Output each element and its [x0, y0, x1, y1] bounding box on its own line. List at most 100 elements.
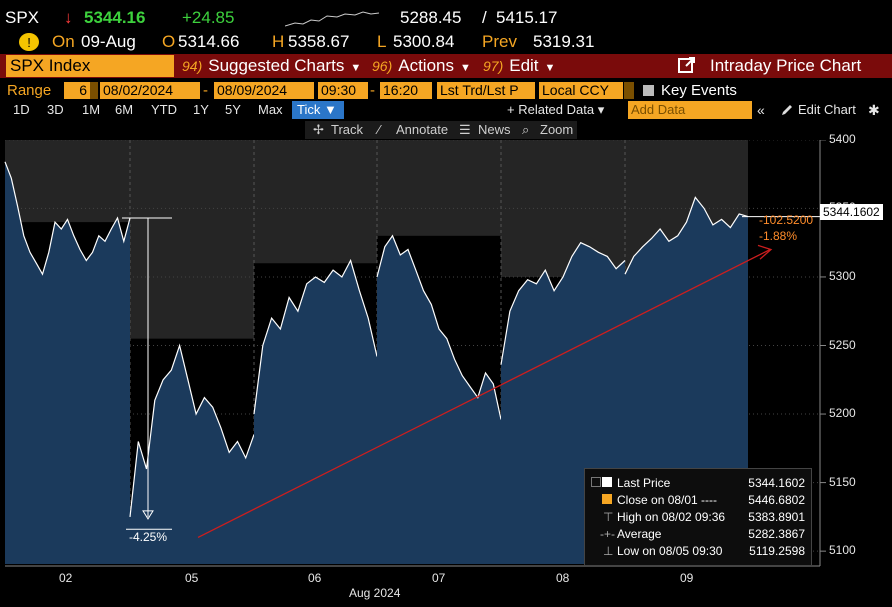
period-button-1y[interactable]: 1Y — [193, 102, 209, 117]
tick-button[interactable]: Tick ▼ — [292, 101, 344, 119]
period-button-5y[interactable]: 5Y — [225, 102, 241, 117]
status-label: On — [52, 32, 75, 51]
zoom-icon: ⌕ — [522, 122, 530, 137]
range-dropdown-icon[interactable] — [90, 82, 98, 99]
chevron-down-icon: ▼ — [544, 62, 556, 74]
range-high: 5415.17 — [496, 8, 558, 27]
y-tick-label: 5400 — [829, 131, 856, 146]
legend-label: Average — [617, 527, 662, 541]
change-points: -102.5200 — [759, 213, 814, 227]
session-shade — [254, 140, 377, 264]
track-icon: ✢ — [313, 122, 324, 137]
pencil-icon — [780, 103, 794, 117]
prev-label: Prev — [482, 32, 517, 51]
security-field[interactable]: SPX Index — [6, 55, 174, 77]
close-swatch — [602, 494, 612, 504]
price-area-day-06 — [254, 260, 377, 564]
edit-label: Edit — [509, 56, 539, 75]
y-tick-label: 5250 — [829, 337, 856, 352]
chevron-down-icon: ▼ — [350, 62, 362, 74]
legend-label: High on 08/02 09:36 — [617, 510, 726, 524]
prev-value: 5319.31 — [533, 32, 595, 51]
low-label: L — [377, 32, 387, 51]
high-marker-icon: ⊤ — [603, 510, 614, 524]
page-title: Intraday Price Chart — [710, 56, 862, 75]
annotate-icon: ⁄ — [378, 122, 381, 137]
legend-low[interactable]: ⊥ Low on 08/05 09:30 5119.2598 — [585, 543, 811, 559]
legend-average[interactable]: -+- Average 5282.3867 — [585, 526, 811, 542]
start-time-input[interactable]: 09:30 — [318, 82, 368, 99]
period-button-6m[interactable]: 6M — [115, 102, 134, 117]
edit-chart-button[interactable]: Edit Chart — [798, 102, 856, 117]
period-button-1m[interactable]: 1M — [82, 102, 101, 117]
end-date-input[interactable]: 08/09/2024 — [214, 82, 314, 99]
period-button-1d[interactable]: 1D — [13, 102, 30, 117]
key-events-checkbox[interactable] — [643, 85, 654, 96]
news-icon: ☰ — [459, 122, 471, 137]
popout-icon[interactable] — [678, 56, 696, 74]
edit-menu[interactable]: 97) Edit ▼ — [483, 54, 555, 78]
legend-value: 5282.3867 — [748, 527, 805, 541]
add-data-input[interactable]: Add Data — [628, 101, 752, 119]
drop-arrow-icon — [142, 510, 154, 520]
end-time-input[interactable]: 16:20 — [380, 82, 432, 99]
legend-value: 5344.1602 — [748, 476, 805, 490]
range-input[interactable]: 6 — [64, 82, 90, 99]
zoom-tool[interactable]: Zoom — [540, 122, 574, 137]
range-separator: / — [482, 8, 487, 27]
key-events-label: Key Events — [661, 82, 737, 99]
legend-close[interactable]: Close on 08/01 ---- 5446.6802 — [585, 492, 811, 508]
edit-num: 97) — [483, 58, 504, 74]
last-price-tag: 5344.1602 — [820, 204, 883, 220]
open-label: O — [162, 32, 176, 51]
high-value: 5358.67 — [288, 32, 350, 51]
trend-arrow-icon — [757, 244, 773, 260]
y-tick-label: 5300 — [829, 268, 856, 283]
time-dash: - — [370, 82, 375, 99]
track-tool[interactable]: Track — [331, 122, 364, 137]
price-area-day-07 — [377, 235, 501, 565]
price-type-select[interactable]: Lst Trd/Lst P — [437, 82, 535, 99]
actions-label: Actions — [398, 56, 454, 75]
change-percent: -1.88% — [759, 229, 798, 243]
price-line-day-07 — [376, 234, 502, 420]
chevron-down-icon: ▼ — [459, 62, 471, 74]
period-button-3d[interactable]: 3D — [47, 102, 64, 117]
x-tick-label: 06 — [308, 571, 322, 585]
low-value: 5300.84 — [393, 32, 455, 51]
period-button-ytd[interactable]: YTD — [151, 102, 177, 117]
price-chart[interactable] — [0, 140, 892, 607]
news-tool[interactable]: News — [478, 122, 511, 137]
session-shade — [5, 140, 130, 223]
related-data-button[interactable]: + Related Data ▾ — [507, 102, 605, 117]
legend-label: Low on 08/05 09:30 — [617, 544, 723, 558]
x-tick-label: 07 — [432, 571, 446, 585]
legend-value: 5446.6802 — [748, 493, 805, 507]
actions-menu[interactable]: 96) Actions ▼ — [372, 54, 471, 78]
trend-line — [197, 248, 771, 539]
x-tick-label: 02 — [59, 571, 73, 585]
period-button-max[interactable]: Max — [258, 102, 283, 117]
trade-date: 09-Aug — [81, 32, 136, 51]
actions-num: 96) — [372, 58, 393, 74]
collapse-icon[interactable]: « — [757, 102, 765, 118]
legend-last-price[interactable]: Last Price 5344.1602 — [585, 475, 811, 491]
x-tick-label: 05 — [185, 571, 199, 585]
legend-label: Last Price — [617, 476, 671, 490]
start-date-input[interactable]: 08/02/2024 — [100, 82, 200, 99]
date-dash: - — [203, 82, 208, 99]
gear-icon[interactable]: ✱ — [868, 102, 880, 118]
down-arrow-icon: ↓ — [64, 8, 73, 27]
collapse-box-icon[interactable] — [591, 477, 601, 487]
annotate-tool[interactable]: Annotate — [396, 122, 449, 137]
price-line-day-05 — [129, 343, 255, 517]
x-tick-label: 08 — [556, 571, 570, 585]
trade-status-icon: ! — [19, 33, 39, 51]
legend-value: 5383.8901 — [748, 510, 805, 524]
currency-dropdown-icon[interactable] — [624, 82, 634, 99]
legend-high[interactable]: ⊤ High on 08/02 09:36 5383.8901 — [585, 509, 811, 525]
last-price-swatch — [602, 477, 612, 487]
currency-select[interactable]: Local CCY — [539, 82, 623, 99]
suggested-charts-menu[interactable]: 94) Suggested Charts ▼ — [182, 54, 361, 78]
x-tick-label: 09 — [680, 571, 694, 585]
